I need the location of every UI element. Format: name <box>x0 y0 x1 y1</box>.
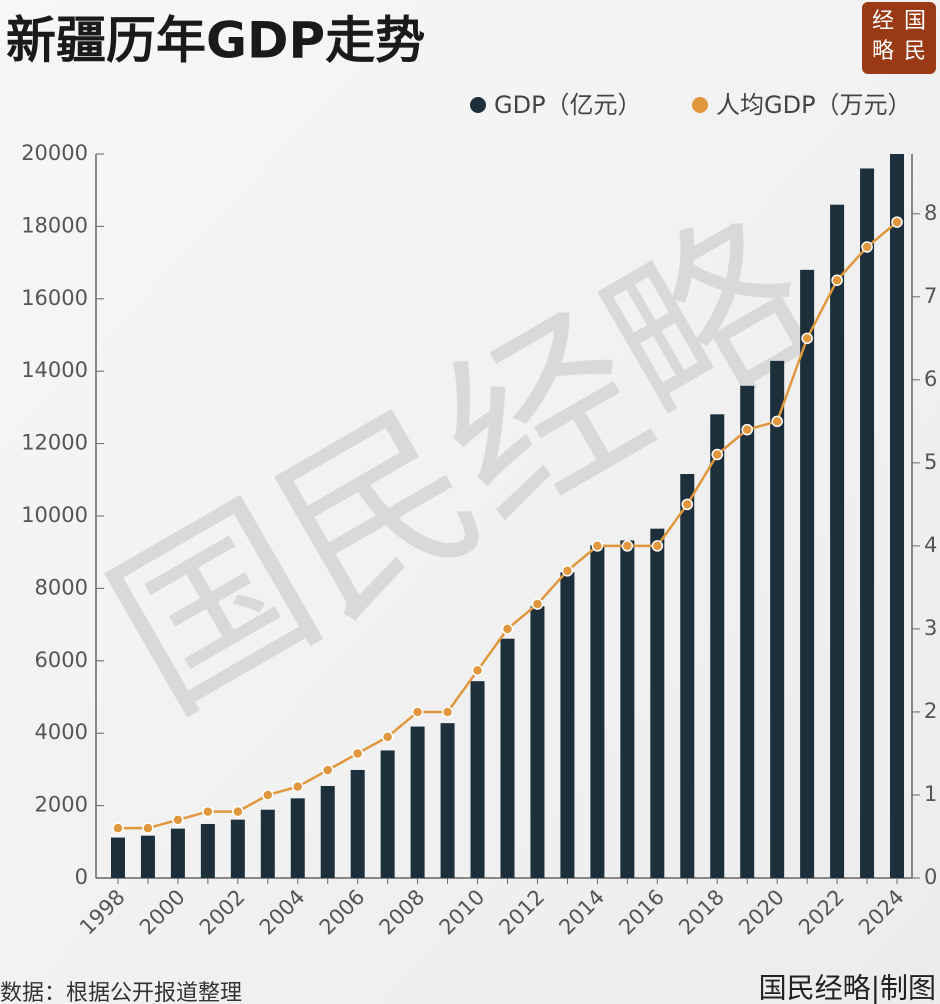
line-point <box>771 415 783 428</box>
legend-swatch <box>470 97 486 113</box>
line-point <box>142 822 154 834</box>
y2-tick-label: 5 <box>924 450 937 474</box>
y2-tick-label: 8 <box>924 201 937 225</box>
line-point <box>891 216 903 228</box>
line-point <box>831 274 843 286</box>
line-point <box>262 789 274 801</box>
logo-char: 国 <box>904 9 926 34</box>
y2-tick-label: 1 <box>924 782 937 806</box>
line-point <box>202 805 214 818</box>
bar <box>350 769 365 878</box>
y-tick-label: 2000 <box>35 793 88 817</box>
bar <box>890 154 905 878</box>
bar <box>830 204 845 878</box>
line-point <box>411 706 424 718</box>
line-point <box>621 540 634 552</box>
y-tick-label: 4000 <box>35 720 88 744</box>
line-point <box>172 814 184 826</box>
bar <box>260 809 275 878</box>
bar <box>470 681 485 878</box>
bar <box>740 385 755 878</box>
logo-char: 经 <box>872 9 894 34</box>
line-point <box>381 731 394 743</box>
line-point <box>441 706 454 718</box>
line-point <box>861 241 873 253</box>
logo-char: 民 <box>904 39 926 64</box>
legend-swatch <box>692 97 708 113</box>
bar <box>110 837 125 878</box>
logo-box <box>862 2 936 74</box>
bar <box>170 828 185 878</box>
bar <box>530 606 545 878</box>
bar <box>710 414 725 878</box>
y-tick-label: 10000 <box>21 503 88 527</box>
y2-tick-label: 4 <box>924 533 937 557</box>
bar <box>320 786 335 878</box>
line-point <box>711 448 723 461</box>
line-point <box>351 747 364 760</box>
bar <box>800 269 815 879</box>
y-tick-label: 16000 <box>21 286 88 310</box>
bar <box>200 824 215 878</box>
credit: 国民经略|制图 <box>759 972 936 1004</box>
bar <box>290 798 305 878</box>
bar <box>500 638 515 878</box>
y-tick-label: 20000 <box>21 141 88 165</box>
line-point <box>112 822 124 834</box>
y2-tick-label: 7 <box>924 284 937 308</box>
y2-tick-label: 3 <box>924 616 937 640</box>
legend: GDP（亿元） 人均GDP（万元） <box>470 91 912 119</box>
bar <box>380 750 395 878</box>
logo: 经 国 略 民 <box>862 2 936 74</box>
bar <box>680 474 695 878</box>
line-point <box>591 540 604 552</box>
y-tick-label: 6000 <box>35 648 88 672</box>
y-tick-label: 18000 <box>21 213 88 237</box>
line-point <box>741 423 753 436</box>
bar <box>440 723 455 878</box>
line-point <box>531 598 544 610</box>
line-point <box>292 780 304 793</box>
logo-char: 略 <box>872 39 894 64</box>
bar <box>230 819 245 878</box>
legend-label: GDP（亿元） <box>494 91 642 119</box>
line-point <box>501 623 514 635</box>
y-tick-label: 0 <box>75 865 88 889</box>
bar <box>560 572 575 878</box>
legend-label: 人均GDP（万元） <box>716 91 912 119</box>
chart-title: 新疆历年GDP走势 <box>6 12 425 70</box>
y-tick-label: 14000 <box>21 358 88 382</box>
line-point <box>801 332 813 345</box>
bar <box>140 835 155 878</box>
bar <box>860 168 875 879</box>
bar <box>770 360 785 878</box>
line-point <box>681 498 694 511</box>
y2-tick-label: 0 <box>924 865 937 889</box>
bar <box>410 726 425 878</box>
y-tick-label: 12000 <box>21 431 88 455</box>
bar <box>620 540 635 878</box>
y-tick-label: 8000 <box>35 575 88 599</box>
bar <box>650 528 665 878</box>
line-point <box>561 565 574 577</box>
bar <box>590 545 605 878</box>
line-point <box>232 805 244 818</box>
y2-tick-label: 2 <box>924 699 937 723</box>
line-point <box>321 764 334 776</box>
y2-tick-label: 6 <box>924 367 937 391</box>
line-point <box>471 664 484 677</box>
source-note: 数据：根据公开报道整理 <box>0 981 242 1004</box>
line-point <box>651 540 664 552</box>
